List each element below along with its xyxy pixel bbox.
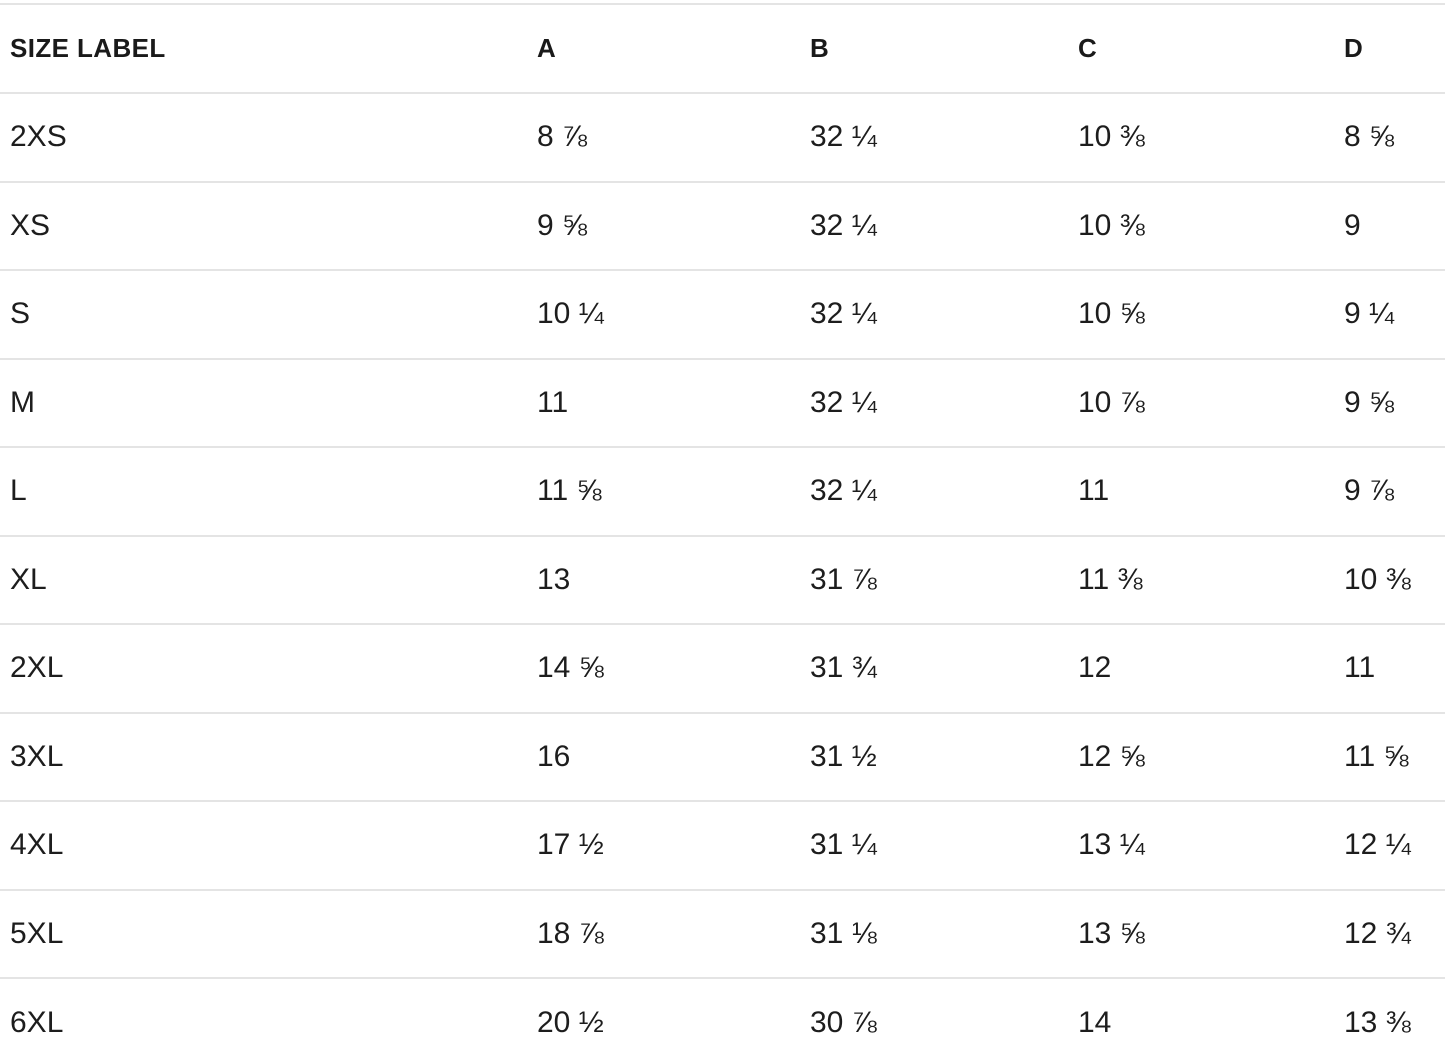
table-row-l: L 11 ⅝ 32 ¼ 11 9 ⅞ [0,446,1445,536]
measurement-cell-d: 10 ⅜ [1344,534,1445,624]
measurement-cell-a: 17 ½ [537,800,810,890]
measurements-table: SIZE LABEL A B C D 2XS 8 ⅞ 32 ¼ 10 ⅜ 8 ⅝… [0,3,1445,1054]
measurement-cell-d: 11 ⅝ [1344,711,1445,801]
size-chart-table: SIZE LABEL A B C D 2XS 8 ⅞ 32 ¼ 10 ⅜ 8 ⅝… [0,3,1445,1054]
column-header-size-label: SIZE LABEL [10,33,166,63]
measurement-cell-c: 10 ⅜ [1078,92,1344,182]
column-header-c: C [1078,33,1098,63]
size-label-cell: XL [0,534,537,624]
measurement-cell-d: 12 ¾ [1344,888,1445,978]
measurement-cell-c: 11 [1078,446,1344,536]
size-label-cell: L [0,446,537,536]
table-row-3xl: 3XL 16 31 ½ 12 ⅝ 11 ⅝ [0,711,1445,801]
measurement-cell-a: 10 ¼ [537,269,810,359]
measurement-cell-c: 11 ⅜ [1078,534,1344,624]
measurement-cell-b: 32 ¼ [810,269,1078,359]
size-label-cell: 2XL [0,623,537,713]
measurement-cell-a: 16 [537,711,810,801]
measurement-cell-c: 10 ⅞ [1078,357,1344,447]
measurement-cell-d: 9 ⅝ [1344,357,1445,447]
table-row-s: S 10 ¼ 32 ¼ 10 ⅝ 9 ¼ [0,269,1445,359]
table-row-2xs: 2XS 8 ⅞ 32 ¼ 10 ⅜ 8 ⅝ [0,92,1445,182]
measurement-cell-c: 10 ⅜ [1078,180,1344,270]
measurement-cell-d: 9 ¼ [1344,269,1445,359]
measurement-cell-a: 13 [537,534,810,624]
measurement-cell-b: 32 ¼ [810,357,1078,447]
table-row-5xl: 5XL 18 ⅞ 31 ⅛ 13 ⅝ 12 ¾ [0,888,1445,978]
table-row-xl: XL 13 31 ⅞ 11 ⅜ 10 ⅜ [0,534,1445,624]
column-header-a: A [537,33,557,63]
size-label-cell: 5XL [0,888,537,978]
measurement-cell-b: 30 ⅞ [810,977,1078,1054]
size-label-cell: S [0,269,537,359]
measurement-cell-c: 12 ⅝ [1078,711,1344,801]
size-label-cell: 2XS [0,92,537,182]
table-row-6xl: 6XL 20 ½ 30 ⅞ 14 13 ⅜ [0,977,1445,1054]
table-row-2xl: 2XL 14 ⅝ 31 ¾ 12 11 [0,623,1445,713]
measurement-cell-a: 8 ⅞ [537,92,810,182]
measurement-cell-d: 11 [1344,623,1445,713]
size-label-cell: 4XL [0,800,537,890]
column-header-d: D [1344,33,1364,63]
measurement-cell-a: 11 ⅝ [537,446,810,536]
measurement-cell-d: 9 [1344,180,1445,270]
measurement-cell-c: 14 [1078,977,1344,1054]
table-row-4xl: 4XL 17 ½ 31 ¼ 13 ¼ 12 ¼ [0,800,1445,890]
measurement-cell-b: 31 ½ [810,711,1078,801]
measurement-cell-b: 32 ¼ [810,92,1078,182]
measurement-cell-b: 31 ⅛ [810,888,1078,978]
measurement-cell-a: 11 [537,357,810,447]
measurement-cell-d: 9 ⅞ [1344,446,1445,536]
table-row-xs: XS 9 ⅝ 32 ¼ 10 ⅜ 9 [0,180,1445,270]
column-header-b: B [810,33,830,63]
measurement-cell-c: 10 ⅝ [1078,269,1344,359]
size-label-cell: 3XL [0,711,537,801]
measurement-cell-d: 13 ⅜ [1344,977,1445,1054]
measurement-cell-a: 14 ⅝ [537,623,810,713]
measurement-cell-b: 32 ¼ [810,446,1078,536]
measurement-cell-b: 31 ¼ [810,800,1078,890]
measurement-cell-a: 18 ⅞ [537,888,810,978]
measurement-cell-d: 8 ⅝ [1344,92,1445,182]
measurement-cell-b: 31 ¾ [810,623,1078,713]
measurement-cell-c: 12 [1078,623,1344,713]
table-row-m: M 11 32 ¼ 10 ⅞ 9 ⅝ [0,357,1445,447]
measurement-cell-a: 9 ⅝ [537,180,810,270]
measurement-cell-a: 20 ½ [537,977,810,1054]
measurement-cell-d: 12 ¼ [1344,800,1445,890]
size-label-cell: M [0,357,537,447]
measurement-cell-c: 13 ¼ [1078,800,1344,890]
size-label-cell: XS [0,180,537,270]
header-row: SIZE LABEL A B C D [0,4,1445,93]
measurement-cell-c: 13 ⅝ [1078,888,1344,978]
size-label-cell: 6XL [0,977,537,1054]
measurement-cell-b: 31 ⅞ [810,534,1078,624]
measurement-cell-b: 32 ¼ [810,180,1078,270]
